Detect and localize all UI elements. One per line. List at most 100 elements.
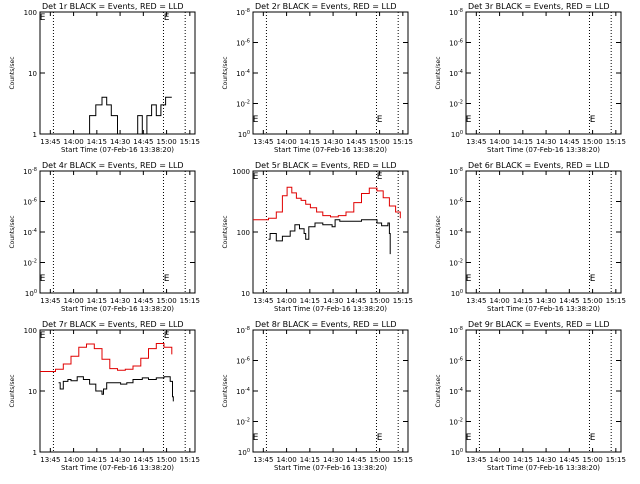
x-tick-label: 14:45	[559, 456, 579, 464]
e-marker: E	[590, 433, 596, 443]
e-marker: E	[377, 172, 383, 182]
x-tick-label: 15:00	[369, 456, 389, 464]
x-tick-label: 15:00	[156, 297, 176, 305]
e-marker: E	[40, 13, 46, 23]
y-tick-label: 10-2	[236, 100, 250, 109]
x-tick-label: 15:15	[180, 138, 200, 146]
x-tick-label: 14:30	[323, 138, 343, 146]
x-tick-label: 15:15	[606, 138, 626, 146]
x-tick-label: 14:30	[110, 456, 130, 464]
y-tick-label: 10-2	[236, 418, 250, 427]
y-axis-label: Counts/sec	[435, 56, 442, 89]
x-axis-label: Start Time (07-Feb-16 13:38:20)	[61, 464, 174, 472]
x-axis-label: Start Time (07-Feb-16 13:38:20)	[61, 146, 174, 154]
y-tick-label: 10-2	[449, 259, 463, 268]
x-tick-label: 14:30	[110, 297, 130, 305]
y-tick-label: 10-6	[23, 198, 37, 207]
x-tick-label: 13:45	[466, 297, 486, 305]
x-tick-label: 14:00	[489, 297, 509, 305]
x-tick-label: 14:15	[87, 456, 107, 464]
y-tick-label: 10-8	[236, 326, 250, 335]
x-tick-label: 14:45	[559, 138, 579, 146]
y-tick-label: 10-4	[236, 387, 250, 396]
y-tick-label: 10-8	[449, 326, 463, 335]
x-tick-label: 15:00	[369, 297, 389, 305]
y-tick-label: 10-8	[449, 167, 463, 176]
y-tick-label: 10-6	[449, 39, 463, 48]
x-tick-label: 14:15	[87, 297, 107, 305]
x-tick-label: 14:15	[513, 138, 533, 146]
x-tick-label: 13:45	[40, 456, 60, 464]
series-line-events	[268, 219, 391, 255]
x-tick-label: 15:15	[180, 456, 200, 464]
x-tick-label: 14:45	[559, 297, 579, 305]
e-marker: E	[40, 331, 46, 341]
x-tick-label: 15:00	[369, 138, 389, 146]
y-axis-label: Counts/sec	[9, 374, 16, 407]
x-tick-label: 13:45	[40, 138, 60, 146]
x-axis-label: Start Time (07-Feb-16 13:38:20)	[61, 305, 174, 313]
e-marker: E	[377, 115, 383, 125]
x-tick-label: 14:00	[489, 138, 509, 146]
y-tick-label: 10-6	[449, 198, 463, 207]
plot-frame	[252, 170, 409, 294]
x-tick-label: 14:15	[513, 297, 533, 305]
x-tick-label: 14:30	[536, 456, 556, 464]
y-axis-label: Counts/sec	[9, 56, 16, 89]
x-tick-label: 15:15	[606, 297, 626, 305]
x-tick-label: 14:15	[87, 138, 107, 146]
x-tick-label: 15:00	[156, 456, 176, 464]
y-tick-label: 1	[33, 449, 37, 457]
x-axis-label: Start Time (07-Feb-16 13:38:20)	[274, 305, 387, 313]
y-tick-label: 10-2	[449, 100, 463, 109]
e-marker: E	[164, 331, 170, 341]
x-tick-label: 15:15	[393, 456, 413, 464]
x-tick-label: 15:15	[393, 297, 413, 305]
x-tick-label: 15:00	[582, 138, 602, 146]
x-tick-label: 14:15	[513, 456, 533, 464]
x-tick-label: 14:00	[276, 456, 296, 464]
e-marker: E	[590, 115, 596, 125]
x-tick-label: 15:00	[582, 456, 602, 464]
x-tick-label: 13:45	[253, 297, 273, 305]
y-tick-label: 1000	[232, 168, 250, 176]
y-tick-label: 10-4	[449, 387, 463, 396]
x-tick-label: 14:15	[300, 456, 320, 464]
plot-frame	[465, 329, 622, 453]
y-axis-label: Counts/sec	[222, 215, 229, 248]
series-line-events	[58, 376, 174, 402]
y-tick-label: 10-6	[236, 357, 250, 366]
y-tick-label: 100	[238, 448, 250, 457]
e-marker: E	[466, 115, 472, 125]
chart-title: Det 5r BLACK = Events, RED = LLD	[255, 161, 397, 170]
y-tick-label: 10-2	[449, 418, 463, 427]
x-tick-label: 14:00	[276, 297, 296, 305]
e-marker: E	[466, 433, 472, 443]
y-axis-label: Counts/sec	[222, 374, 229, 407]
x-tick-label: 14:00	[276, 138, 296, 146]
plot-frame	[465, 11, 622, 135]
chart-title: Det 6r BLACK = Events, RED = LLD	[468, 161, 610, 170]
x-tick-label: 13:45	[253, 138, 273, 146]
x-tick-label: 14:00	[63, 138, 83, 146]
y-tick-label: 10-4	[449, 69, 463, 78]
x-axis-label: Start Time (07-Feb-16 13:38:20)	[274, 464, 387, 472]
x-tick-label: 13:45	[253, 456, 273, 464]
x-tick-label: 14:15	[300, 297, 320, 305]
x-tick-label: 14:30	[536, 297, 556, 305]
x-axis-label: Start Time (07-Feb-16 13:38:20)	[274, 146, 387, 154]
y-tick-label: 10	[28, 388, 37, 396]
y-tick-label: 10-2	[23, 259, 37, 268]
series-line-lld	[253, 186, 401, 221]
y-axis-label: Counts/sec	[9, 215, 16, 248]
x-axis-label: Start Time (07-Feb-16 13:38:20)	[487, 146, 600, 154]
y-tick-label: 1	[33, 131, 37, 139]
x-tick-label: 13:45	[466, 138, 486, 146]
x-tick-label: 14:45	[346, 297, 366, 305]
